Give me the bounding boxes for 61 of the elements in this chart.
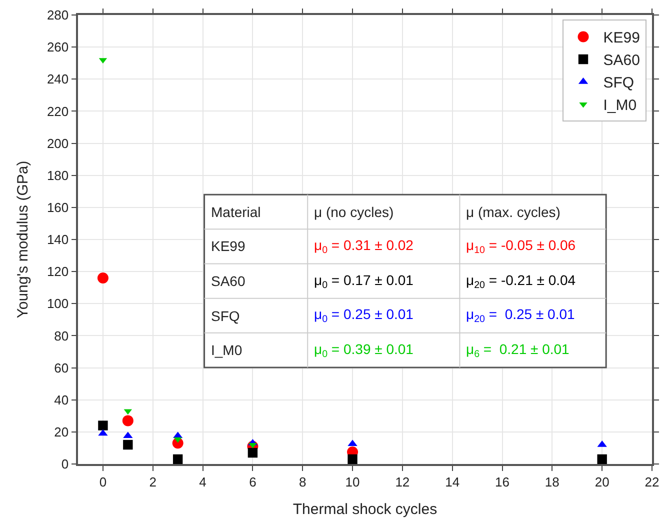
annotation: Material xyxy=(211,204,261,220)
x-tick-label: 0 xyxy=(99,474,107,490)
annotation: μ$_{0}$ = 0.31 ± 0.02 xyxy=(314,237,414,256)
annotation: μ$_{6}$ = 0.21 ± 0.01 xyxy=(466,341,570,360)
x-tick-label: 20 xyxy=(594,474,610,490)
legend-label: I_M0 xyxy=(603,97,637,114)
x-tick-label: 2 xyxy=(149,474,156,490)
annotation: μ (no cycles) xyxy=(314,204,394,220)
legend-label: SA60 xyxy=(603,52,640,70)
x-axis-title: Thermal shock cycles xyxy=(292,500,438,518)
x-tick-label: 18 xyxy=(544,474,560,490)
x-tick-label: 8 xyxy=(298,474,306,490)
x-tick-label: 22 xyxy=(644,474,660,490)
annotation: SA60 xyxy=(211,273,246,289)
y-tick-label: 280 xyxy=(46,8,69,23)
x-tick-label: 12 xyxy=(395,474,410,490)
y-tick-label: 240 xyxy=(46,72,69,87)
annotation: KE99 xyxy=(211,238,246,254)
annotation: μ$_{0}$ = 0.39 ± 0.01 xyxy=(314,341,414,360)
y-tick-label: 60 xyxy=(54,360,69,376)
annotation: μ$_{10}$ = -0.05 ± 0.06 xyxy=(466,237,576,256)
y-axis-title: Young's modulus (GPa) xyxy=(14,160,32,318)
y-tick-label: 180 xyxy=(46,168,69,183)
point xyxy=(98,420,108,430)
point xyxy=(597,454,607,464)
y-tick-label: 120 xyxy=(46,264,69,280)
y-tick-label: 200 xyxy=(46,136,69,151)
point xyxy=(174,437,182,443)
x-tick-label: 10 xyxy=(345,474,360,490)
annotation: I_M0 xyxy=(211,342,242,358)
legend-label: SFQ xyxy=(603,74,634,92)
y-tick-label: 20 xyxy=(54,424,69,440)
y-tick-label: 100 xyxy=(46,296,69,312)
y-tick-label: 0 xyxy=(61,456,69,472)
point xyxy=(348,454,358,464)
y-tick-label: 160 xyxy=(46,200,69,215)
annotation: μ (max. cycles) xyxy=(466,204,560,220)
y-tick-label: 220 xyxy=(46,104,69,119)
legend-label: KE99 xyxy=(603,30,640,47)
annotation: μ$_{0}$ = 0.25 ± 0.01 xyxy=(314,306,414,325)
point xyxy=(97,272,108,284)
point xyxy=(122,415,134,426)
point xyxy=(248,448,258,458)
x-tick-label: 6 xyxy=(249,474,256,490)
y-tick-label: 260 xyxy=(46,40,69,55)
y-tick-label: 40 xyxy=(54,392,69,408)
x-tick-label: 16 xyxy=(495,474,510,490)
point xyxy=(172,454,183,464)
point xyxy=(123,440,133,450)
annotation: SFQ xyxy=(211,308,240,324)
y-tick-label: 80 xyxy=(54,328,69,344)
y-tick-label: 140 xyxy=(46,232,69,248)
annotation: μ$_{20}$ = -0.21 ± 0.04 xyxy=(466,272,576,291)
point xyxy=(123,432,133,438)
point xyxy=(98,429,108,436)
annotation: μ$_{0}$ = 0.17 ± 0.01 xyxy=(314,272,414,291)
x-tick-label: 14 xyxy=(445,474,460,490)
point xyxy=(248,442,257,448)
x-tick-label: 4 xyxy=(199,474,206,490)
annotation: μ$_{20}$ = 0.25 ± 0.01 xyxy=(466,306,575,325)
point xyxy=(348,440,358,446)
